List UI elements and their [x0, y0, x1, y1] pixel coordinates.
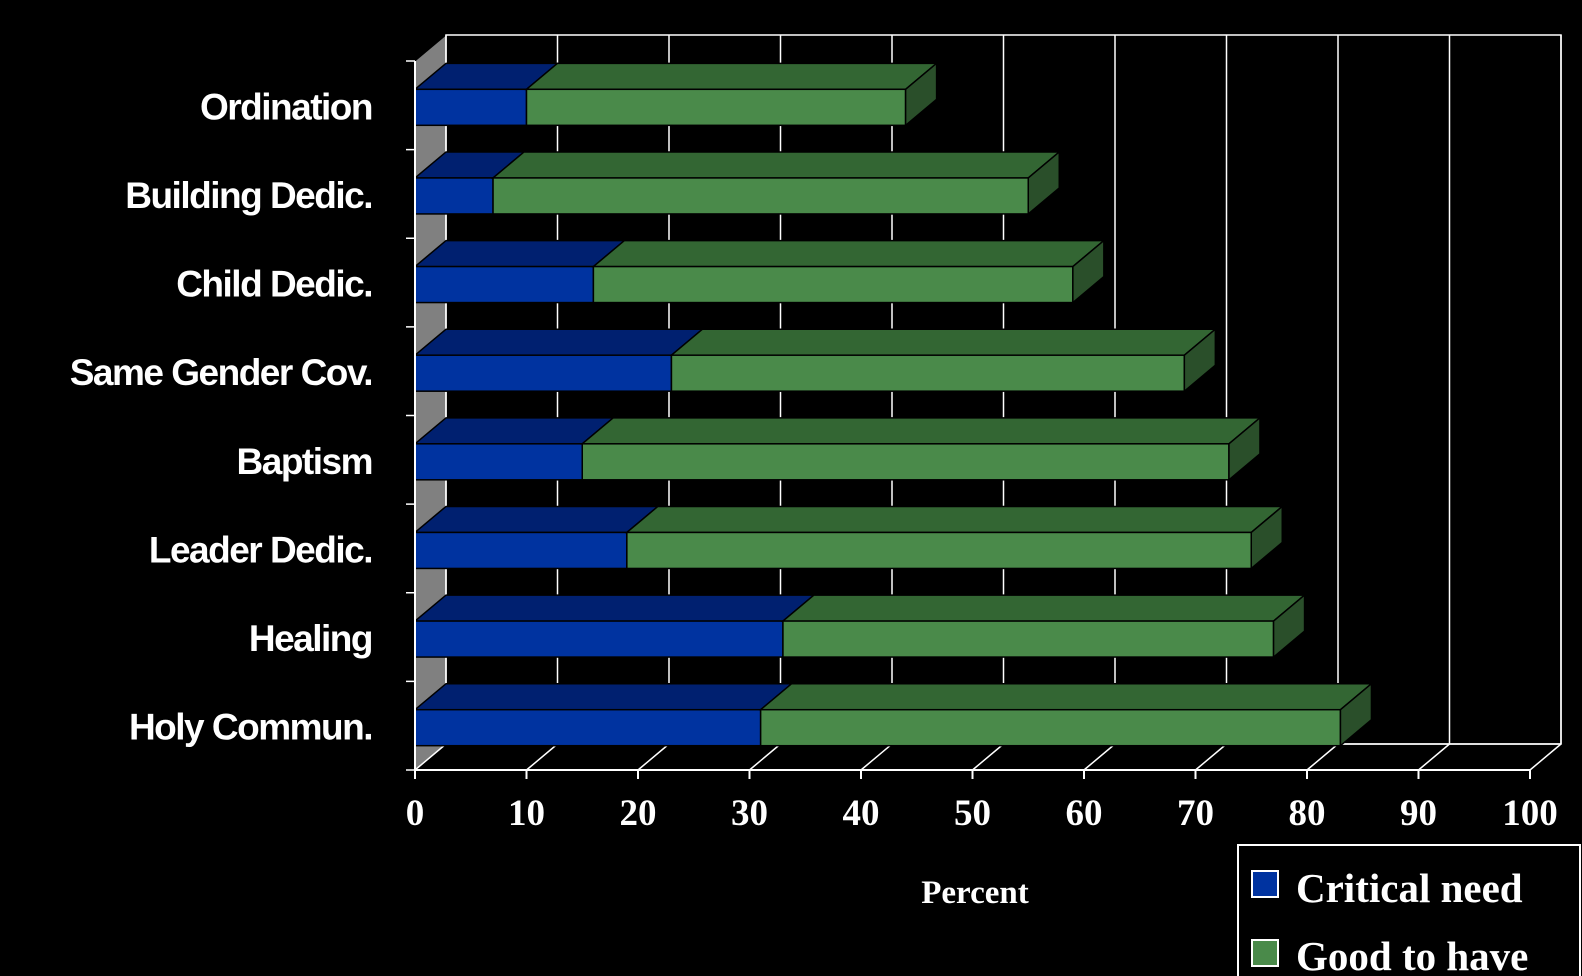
x-tick-label-30: 30 [731, 793, 768, 834]
bar-top-child-dedic-good-to-have [591, 239, 1106, 268]
legend-label-critical-need: Critical need [1296, 865, 1523, 911]
category-label-healing: Healing [249, 618, 372, 659]
bar-top-baptism-critical-need [412, 417, 616, 445]
legend-swatch-critical-need [1251, 870, 1279, 898]
left-side-wall [414, 33, 447, 772]
bar-ordination-critical-need [414, 88, 528, 127]
x-tick-label-80: 80 [1289, 793, 1326, 834]
bar-side-building-dedic [1027, 150, 1060, 216]
category-labels: Ordination Building Dedic. Child Dedic. Sam… [70, 86, 374, 748]
bar-building-dedic-good-to-have [492, 177, 1029, 215]
x-tick-label-90: 90 [1400, 793, 1437, 834]
floor-gridline-80 [1306, 743, 1339, 771]
floor-gridline-30 [749, 743, 781, 771]
category-label-same-gender-cov: Same Gender Cov. [70, 352, 372, 393]
bar-top-child-dedic-critical-need [412, 239, 627, 268]
bar-side-holy-commun [1339, 682, 1373, 748]
x-tick-label-20: 20 [620, 793, 657, 834]
bar-healing-good-to-have [782, 620, 1275, 658]
bar-side-same-gender-cov [1183, 327, 1217, 393]
floor-gridline-50 [972, 743, 1004, 771]
x-tick-label-70: 70 [1177, 793, 1214, 834]
category-label-building-dedic: Building Dedic. [125, 175, 372, 216]
category-label-leader-dedic: Leader Dedic. [149, 529, 372, 570]
bar-top-healing-good-to-have [780, 594, 1307, 622]
bar-top-holy-commun-critical-need [412, 682, 794, 711]
bar-child-dedic-good-to-have [592, 265, 1074, 304]
legend-swatch-good-to-have [1251, 939, 1279, 967]
bar-top-ordination-good-to-have [524, 62, 939, 91]
x-tick-label-60: 60 [1066, 793, 1103, 834]
bar-side-child-dedic [1072, 238, 1105, 305]
bar-side-baptism [1228, 416, 1261, 482]
bar-top-leader-dedic-critical-need [412, 505, 660, 534]
bar-side-leader-dedic [1250, 504, 1283, 571]
category-label-child-dedic: Child Dedic. [176, 264, 372, 305]
bar-top-holy-commun-good-to-have [758, 682, 1374, 711]
x-tick-labels: 0 10 20 30 40 50 60 70 80 90 100 [406, 793, 1558, 834]
bar-leader-dedic-critical-need [414, 531, 628, 570]
bar-side-ordination [904, 61, 938, 127]
legend-label-good-to-have: Good to have [1296, 933, 1528, 976]
category-label-holy-commun: Holy Commun. [129, 707, 372, 748]
floor-gridline-10 [526, 743, 558, 771]
x-tick-label-40: 40 [843, 793, 880, 834]
x-tick-label-10: 10 [508, 793, 545, 834]
floor-gridline-90 [1418, 743, 1450, 771]
bar-top-baptism-good-to-have [580, 417, 1263, 445]
x-tick-label-0: 0 [406, 793, 425, 834]
bar-top-leader-dedic-good-to-have [624, 505, 1285, 534]
bar-top-building-dedic-good-to-have [490, 151, 1062, 179]
x-axis-title: Percent [921, 875, 1029, 911]
floor-gridline-100 [1529, 743, 1562, 771]
floor-gridline-60 [1083, 743, 1116, 771]
bar-same-gender-cov-critical-need [414, 354, 673, 392]
bar-healing-critical-need [414, 620, 784, 658]
x-tick-label-100: 100 [1502, 793, 1558, 834]
bar-ordination-good-to-have [525, 88, 907, 127]
plot-walls [414, 33, 1562, 772]
bar-holy-commun-good-to-have [759, 708, 1342, 747]
bar-top-healing-critical-need [412, 594, 817, 622]
bar-baptism-good-to-have [581, 443, 1230, 481]
axes [406, 60, 1531, 779]
bar-baptism-critical-need [414, 443, 583, 481]
legend: Critical need Good to have [1237, 844, 1581, 976]
bar-top-same-gender-cov-good-to-have [669, 328, 1218, 356]
floor-gridline-20 [637, 743, 670, 771]
bar-building-dedic-critical-need [414, 177, 494, 215]
bar-side-healing [1272, 593, 1306, 659]
bar-series [412, 61, 1374, 748]
bar-child-dedic-critical-need [414, 265, 595, 304]
x-tick-label-50: 50 [954, 793, 991, 834]
category-label-ordination: Ordination [200, 86, 372, 127]
bar-holy-commun-critical-need [414, 708, 762, 747]
floor-gridline-0 [414, 743, 447, 771]
floor-gridline-70 [1195, 743, 1227, 771]
bar-same-gender-cov-good-to-have [670, 354, 1186, 392]
bar-leader-dedic-good-to-have [626, 531, 1252, 570]
category-label-baptism: Baptism [237, 441, 372, 482]
bar-top-same-gender-cov-critical-need [412, 328, 705, 356]
floor-gridline-40 [860, 743, 893, 771]
legend-box [1237, 844, 1581, 976]
